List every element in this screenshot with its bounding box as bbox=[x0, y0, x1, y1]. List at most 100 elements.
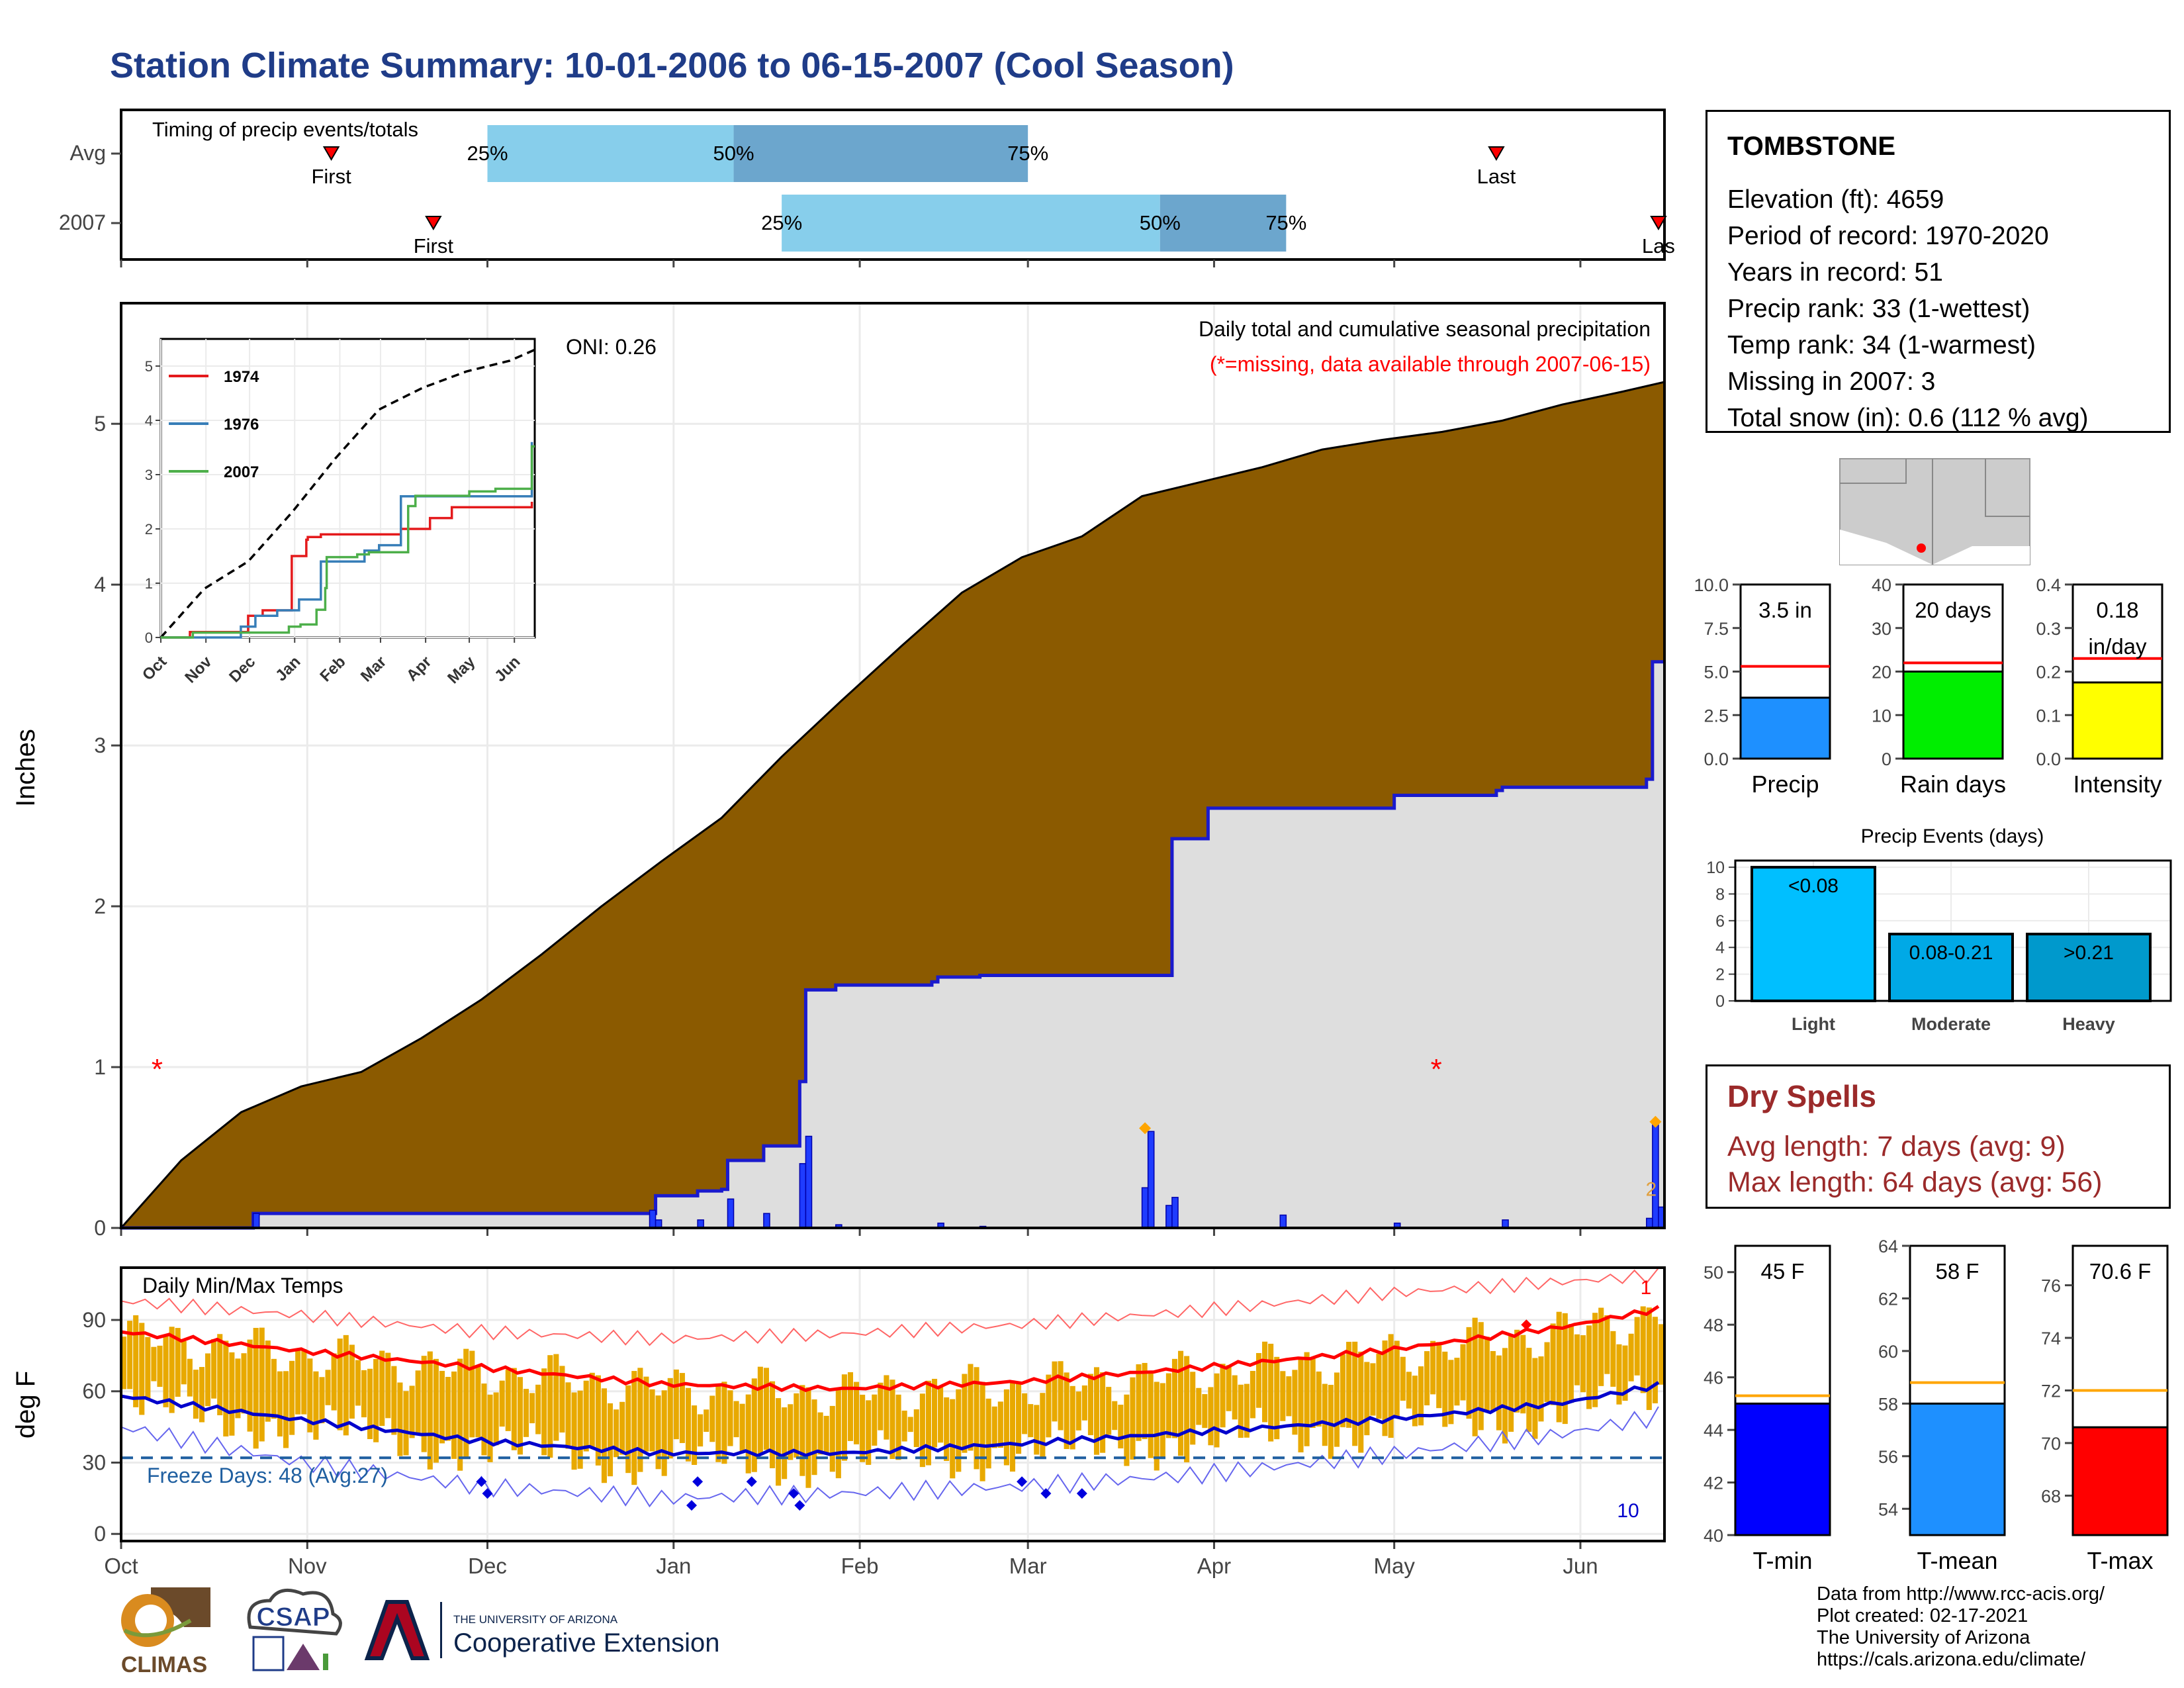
daily-temp-bar bbox=[1520, 1335, 1526, 1414]
timing-row-label: Avg bbox=[69, 141, 106, 165]
record-low-marker bbox=[686, 1500, 698, 1511]
daily-temp-bar bbox=[517, 1377, 523, 1455]
timing-pct-label: 50% bbox=[713, 142, 754, 165]
daily-temp-bar bbox=[235, 1358, 241, 1419]
rain-days-y-tick-label: 30 bbox=[1872, 619, 1891, 639]
precip-y-tick-label: 4 bbox=[94, 573, 106, 596]
timing-pct-label: 75% bbox=[1265, 211, 1306, 234]
daily-precip-bar bbox=[1147, 1131, 1155, 1229]
daily-temp-bar bbox=[265, 1340, 271, 1422]
daily-temp-bar bbox=[1100, 1372, 1106, 1453]
daily-temp-bar bbox=[907, 1417, 913, 1432]
station-name: TOMBSTONE bbox=[1727, 132, 1896, 161]
daily-temp-bar bbox=[1376, 1353, 1382, 1419]
daily-temp-bar bbox=[247, 1339, 253, 1432]
events-y-tick-label: 10 bbox=[1706, 859, 1725, 877]
daily-temp-bar bbox=[872, 1394, 878, 1446]
daily-temp-bar bbox=[1087, 1374, 1093, 1436]
daily-temp-bar bbox=[553, 1354, 559, 1441]
events-bar bbox=[1751, 866, 1876, 1002]
credits: Data from http://www.rcc-acis.org/ Plot … bbox=[1817, 1583, 2105, 1671]
daily-temp-bar bbox=[1075, 1391, 1081, 1430]
daily-temp-bar bbox=[1322, 1383, 1328, 1446]
daily-temp-bar bbox=[1316, 1371, 1322, 1427]
daily-temp-bar bbox=[991, 1406, 997, 1448]
daily-temp-bar bbox=[325, 1370, 331, 1405]
precip-corner-label: 2 bbox=[1646, 1178, 1657, 1200]
daily-temp-bar bbox=[1106, 1387, 1112, 1435]
avg-tmax-line bbox=[120, 1305, 1660, 1392]
daily-temp-bar bbox=[1394, 1340, 1400, 1418]
daily-temp-bar bbox=[163, 1335, 169, 1407]
daily-temp-bar bbox=[1292, 1370, 1298, 1435]
precip-panel-frame bbox=[120, 302, 1666, 1229]
locator-map-border bbox=[1840, 459, 1907, 484]
temp-x-tick-label: Apr bbox=[1197, 1554, 1231, 1578]
missing-data-marker: * bbox=[1431, 1053, 1442, 1086]
daily-temp-bar bbox=[415, 1370, 421, 1434]
rain-days-y-tick-label: 0 bbox=[1882, 749, 1891, 769]
record-low-marker bbox=[746, 1476, 757, 1487]
events-bar-label: 0.08-0.21 bbox=[1909, 942, 1993, 964]
daily-temp-bar bbox=[913, 1409, 919, 1448]
daily-temp-bar bbox=[1544, 1342, 1550, 1402]
ua-logo-small-text: THE UNIVERSITY OF ARIZONA bbox=[453, 1613, 618, 1626]
daily-precip-bar bbox=[252, 1213, 260, 1229]
csap-logo-text: CSAP bbox=[256, 1603, 330, 1632]
daily-precip-bar bbox=[805, 1135, 813, 1229]
precip-y-tick-label: 5 bbox=[94, 412, 106, 436]
credit-data-source: Data from http://www.rcc-acis.org/ bbox=[1817, 1583, 2105, 1605]
temp-x-tick-label: Dec bbox=[468, 1554, 507, 1578]
locator-map-mexico bbox=[1840, 530, 1933, 565]
temp-x-tick-label: Oct bbox=[104, 1554, 138, 1578]
daily-temp-bar bbox=[1190, 1372, 1196, 1445]
daily-temp-bar bbox=[397, 1382, 403, 1456]
daily-temp-bar bbox=[529, 1393, 535, 1424]
inset-series-line bbox=[161, 445, 535, 639]
events-bar-label: <0.08 bbox=[1788, 875, 1839, 897]
daily-temp-bar bbox=[889, 1380, 895, 1460]
daily-temp-bar bbox=[187, 1358, 193, 1397]
record-low-marker bbox=[788, 1488, 799, 1499]
temp-x-tick-label: Nov bbox=[288, 1554, 327, 1578]
daily-temp-bar bbox=[367, 1368, 373, 1439]
daily-temp-bar bbox=[451, 1371, 457, 1459]
daily-temp-bar bbox=[223, 1340, 229, 1437]
daily-temp-bar bbox=[823, 1415, 829, 1454]
daily-temp-bar bbox=[1280, 1371, 1286, 1421]
rain-days-y-tick-label: 10 bbox=[1872, 706, 1891, 726]
first-event-label: First bbox=[414, 234, 454, 258]
intensity-category-label: Intensity bbox=[2073, 771, 2161, 798]
daily-temp-bar bbox=[1460, 1344, 1466, 1401]
daily-temp-bar bbox=[1604, 1315, 1610, 1374]
precip-total-bar bbox=[1739, 696, 1831, 760]
page-title: Station Climate Summary: 10-01-2006 to 0… bbox=[110, 46, 1234, 85]
daily-temp-bar bbox=[1658, 1324, 1664, 1385]
record-low-marker bbox=[1040, 1488, 1052, 1499]
timing-pct-label: 75% bbox=[1007, 142, 1048, 165]
temp-mean-y-tick-label: 54 bbox=[1878, 1499, 1898, 1519]
climas-logo: CLIMAS bbox=[121, 1587, 210, 1677]
daily-temp-bar bbox=[1406, 1372, 1412, 1409]
temp-y-tick-label: 90 bbox=[82, 1308, 106, 1332]
climas-logo-text: CLIMAS bbox=[121, 1652, 207, 1677]
daily-temp-bar bbox=[1364, 1362, 1370, 1436]
daily-temp-bar bbox=[319, 1377, 325, 1424]
daily-temp-bar bbox=[1274, 1356, 1280, 1440]
record-low-count: 10 bbox=[1617, 1500, 1639, 1522]
first-event-label: First bbox=[311, 165, 351, 188]
daily-temp-bar bbox=[841, 1374, 847, 1461]
events-y-tick-label: 8 bbox=[1715, 885, 1725, 904]
daily-temp-bar bbox=[577, 1390, 583, 1469]
precip-subtitle: (*=missing, data available through 2007-… bbox=[1210, 352, 1651, 376]
daily-temp-bar bbox=[307, 1358, 313, 1432]
temp-x-tick-label: Jan bbox=[656, 1554, 691, 1578]
daily-temp-bar bbox=[1574, 1334, 1580, 1385]
daily-temp-bar bbox=[535, 1384, 541, 1434]
record-low-marker bbox=[1017, 1476, 1028, 1487]
daily-temp-bar bbox=[1255, 1352, 1262, 1408]
daily-precip-bar bbox=[763, 1213, 770, 1229]
temp-min-y-tick-label: 50 bbox=[1704, 1263, 1723, 1283]
daily-temp-bar bbox=[1484, 1336, 1490, 1412]
daily-temp-bar bbox=[133, 1315, 139, 1407]
